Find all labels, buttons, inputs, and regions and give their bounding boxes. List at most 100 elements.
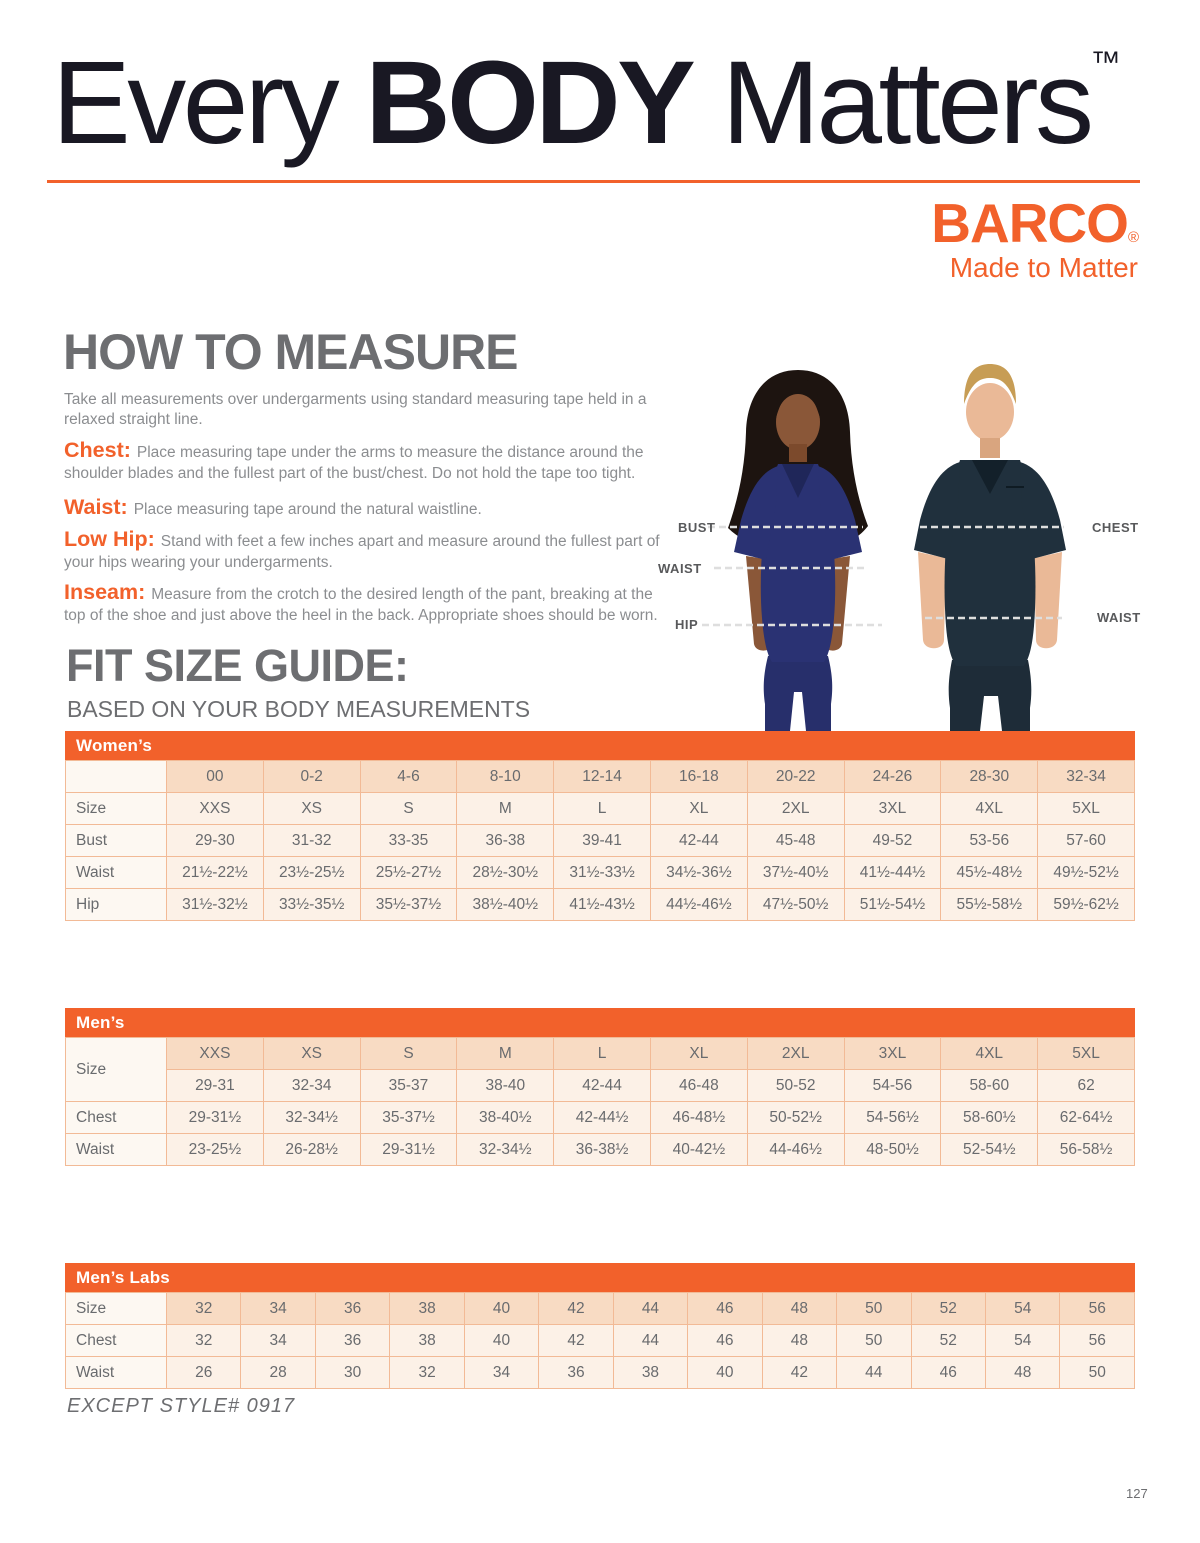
barco-logo: BARCO® xyxy=(931,196,1139,251)
table-cell: 32 xyxy=(389,1356,465,1389)
measure-item-inseam: Inseam: Measure from the crotch to the d… xyxy=(64,579,672,625)
measure-text-waist: Place measuring tape around the natural … xyxy=(133,501,482,518)
table-cell: 33½-35½ xyxy=(262,888,361,921)
title-part-regular: Every xyxy=(52,37,366,169)
table-cell: 42-44 xyxy=(649,824,748,857)
table-cell: XS xyxy=(262,1037,361,1070)
table-cell: 35-37 xyxy=(359,1069,458,1102)
table-cell: 29-31 xyxy=(166,1069,264,1102)
waist-left-label: WAIST xyxy=(658,561,702,576)
table-cell: 52 xyxy=(910,1324,986,1357)
table-cell: 4-6 xyxy=(359,760,458,793)
table-cell: 34 xyxy=(240,1324,316,1357)
table-cell: 38 xyxy=(389,1292,465,1325)
table-cell: 54-56 xyxy=(843,1069,942,1102)
table-cell: 58-60 xyxy=(940,1069,1039,1102)
row-label xyxy=(65,760,167,793)
table-cell: 48 xyxy=(984,1356,1061,1389)
table-cell: 50-52½ xyxy=(746,1101,845,1134)
measure-text-inseam: Measure from the crotch to the desired l… xyxy=(64,586,658,624)
table-cell: M xyxy=(456,792,555,825)
table-cell: 30 xyxy=(314,1356,391,1389)
row-label: Waist xyxy=(65,1133,167,1166)
measure-item-chest: Chest: Place measuring tape under the ar… xyxy=(64,437,672,483)
table-row: Bust 29-30 31-32 33-35 36-38 39-41 42-44 45-48 4… xyxy=(65,824,1135,857)
table-row: Chest 29-31½ 32-34½ 35-37½ 38-40½ 42-44½ 46-48… xyxy=(65,1101,1135,1134)
table-cell: 34 xyxy=(240,1292,316,1325)
table-cell: 28-30 xyxy=(940,760,1039,793)
table-cell: 32-34 xyxy=(1037,760,1135,793)
table-cell: 23½-25½ xyxy=(262,856,361,889)
table-cell: 42 xyxy=(538,1324,614,1357)
hip-label: HIP xyxy=(675,617,699,632)
table-cell: 36 xyxy=(538,1356,614,1389)
chest-label: CHEST xyxy=(1092,520,1139,535)
table-row: Waist 26 28 30 32 34 36 38 40 42 44 46 48 50 xyxy=(65,1356,1135,1389)
title-part-bold: BODY xyxy=(365,37,695,169)
man-model-illustration xyxy=(914,364,1066,731)
table-cell: 36-38 xyxy=(456,824,555,857)
table-cell: 50 xyxy=(836,1292,912,1325)
waist-right-label: WAIST xyxy=(1097,610,1141,625)
fit-size-guide-heading: FIT SIZE GUIDE: xyxy=(66,640,409,691)
mens-labs-size-table: Size 32 34 36 38 40 42 44 46 48 50 52 54 56 Chest 32 34 3… xyxy=(65,1292,1135,1389)
table-cell: 55½-58½ xyxy=(940,888,1039,921)
mens-table-header-bar: Men’s xyxy=(65,1008,1135,1037)
table-cell: 59½-62½ xyxy=(1037,888,1135,921)
measure-item-low-hip: Low Hip: Stand with feet a few inches ap… xyxy=(64,526,672,572)
table-cell: 48 xyxy=(761,1324,838,1357)
mens-size-table: Size XXS XS S M L XL 2XL 3XL 4XL 5XL 29-31 32-34 35-3… xyxy=(65,1037,1135,1166)
table-cell: 42 xyxy=(538,1292,614,1325)
table-cell: 21½-22½ xyxy=(166,856,264,889)
brand-block: BARCO® Made to Matter xyxy=(931,196,1139,283)
table-cell: 32 xyxy=(165,1292,242,1325)
row-label: Waist xyxy=(65,856,167,889)
table-cell: L xyxy=(553,792,651,825)
table-cell: 4XL xyxy=(940,792,1039,825)
table-cell: 37½-40½ xyxy=(746,856,845,889)
table-cell: M xyxy=(456,1037,555,1070)
style-exception-footnote: EXCEPT STYLE# 0917 xyxy=(67,1395,296,1417)
mens-labs-table-section: Men’s Labs Size 32 34 36 38 40 42 44 46 48 50 52 54 5… xyxy=(65,1263,1135,1389)
table-cell: 38-40½ xyxy=(456,1101,555,1134)
table-cell: 58-60½ xyxy=(940,1101,1039,1134)
table-cell: 41½-44½ xyxy=(843,856,942,889)
table-row: 00 0-2 4-6 8-10 12-14 16-18 20-22 24-26 28-30 32-… xyxy=(65,760,1135,793)
measure-item-waist: Waist: Place measuring tape around the n… xyxy=(64,494,672,521)
table-cell: 53-56 xyxy=(940,824,1039,857)
table-cell: 46 xyxy=(687,1292,763,1325)
table-cell: 56-58½ xyxy=(1037,1133,1135,1166)
table-cell: 46 xyxy=(910,1356,986,1389)
measure-term-low-hip: Low Hip: xyxy=(64,527,161,551)
table-cell: 38½-40½ xyxy=(456,888,555,921)
table-cell: 24-26 xyxy=(843,760,942,793)
table-row: Waist 23-25½ 26-28½ 29-31½ 32-34½ 36-38½ 40-42… xyxy=(65,1133,1135,1166)
table-cell: 41½-43½ xyxy=(553,888,651,921)
womens-table-header-bar: Women’s xyxy=(65,731,1135,760)
table-cell: 44½-46½ xyxy=(649,888,748,921)
trademark-symbol: ™ xyxy=(1090,46,1121,79)
table-cell: 56 xyxy=(1059,1292,1135,1325)
table-cell: XL xyxy=(649,1037,748,1070)
table-row: Size XXS XS S M L XL 2XL 3XL 4XL 5XL xyxy=(65,792,1135,825)
table-cell: 38 xyxy=(612,1356,689,1389)
row-label: Waist xyxy=(65,1356,167,1389)
table-cell: 36 xyxy=(314,1324,391,1357)
table-cell: 28 xyxy=(240,1356,316,1389)
brand-tagline: Made to Matter xyxy=(949,252,1138,283)
measure-term-inseam: Inseam: xyxy=(64,580,152,604)
page-number: 127 xyxy=(1126,1486,1148,1501)
table-cell: 33-35 xyxy=(359,824,458,857)
table-cell: 4XL xyxy=(940,1037,1039,1070)
table-cell: 48 xyxy=(761,1292,838,1325)
table-cell: 31-32 xyxy=(262,824,361,857)
table-cell: 54 xyxy=(984,1324,1061,1357)
table-cell: 40 xyxy=(463,1324,540,1357)
models-photo: BUST WAIST HIP CHEST WAIST xyxy=(650,360,1190,731)
table-cell: XXS xyxy=(166,1037,264,1070)
table-cell: 54-56½ xyxy=(843,1101,942,1134)
measure-term-waist: Waist: xyxy=(64,495,134,519)
table-cell: 35-37½ xyxy=(359,1101,458,1134)
measure-text-low-hip: Stand with feet a few inches apart and m… xyxy=(64,533,660,571)
table-cell: 26 xyxy=(165,1356,242,1389)
